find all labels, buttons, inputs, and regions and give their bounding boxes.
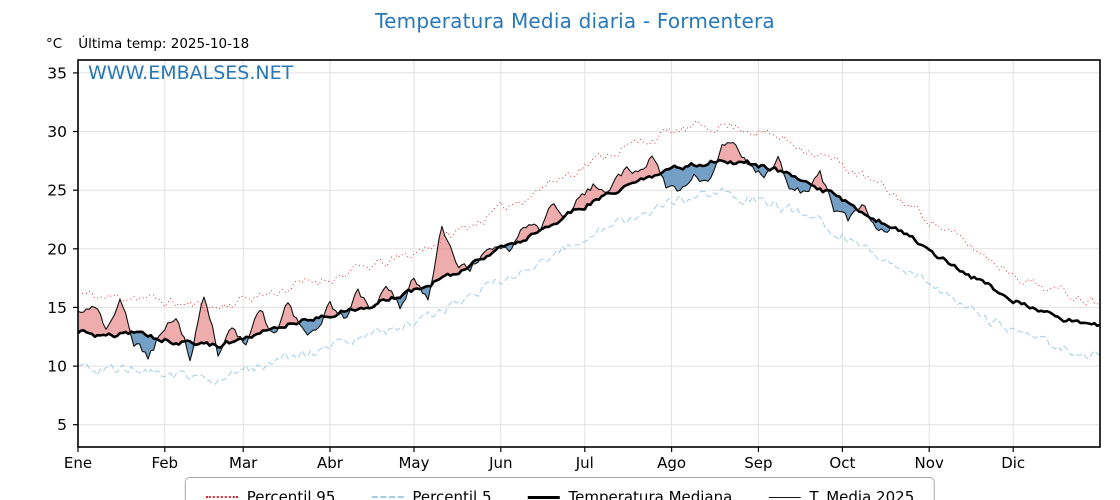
series-line-3 — [77, 158, 1101, 349]
svg-text:Dic: Dic — [1001, 454, 1025, 472]
svg-text:25: 25 — [47, 182, 67, 200]
series-lines — [77, 120, 1101, 385]
axis-labels: 5 10 15 20 25 30 35 Ene Feb Mar Abr May Jun Jul Ago Sep… — [47, 64, 1025, 472]
svg-text:20: 20 — [47, 240, 67, 258]
watermark: WWW.EMBALSES.NET — [88, 62, 294, 84]
svg-text:Jun: Jun — [488, 454, 512, 472]
svg-text:Ene: Ene — [64, 454, 92, 472]
fill-areas — [78, 142, 890, 361]
legend-item-mediana: Temperatura Mediana — [527, 488, 732, 500]
svg-text:Oct: Oct — [829, 454, 855, 472]
last-temp-label: Última temp: 2025-10-18 — [78, 36, 250, 52]
svg-text:Abr: Abr — [317, 454, 344, 472]
y-axis-unit-label: °C — [46, 36, 63, 52]
series-line-2 — [77, 187, 1101, 385]
percentil-5-line-sample — [371, 496, 404, 498]
svg-text:Feb: Feb — [152, 454, 179, 472]
chart-title: Temperatura Media diaria - Formentera — [375, 9, 775, 33]
legend-item-t-media-2025: T. Media 2025 — [768, 488, 914, 500]
svg-text:10: 10 — [47, 358, 67, 376]
legend-item-percentil-95: Percentil 95 — [205, 488, 336, 500]
svg-text:Jul: Jul — [575, 454, 594, 472]
svg-text:5: 5 — [57, 416, 67, 434]
legend-label-t-media-2025: T. Media 2025 — [809, 488, 915, 500]
svg-text:30: 30 — [47, 123, 67, 141]
svg-text:May: May — [398, 454, 429, 472]
svg-text:Nov: Nov — [915, 454, 944, 472]
legend-label-percentil-5: Percentil 5 — [412, 488, 492, 500]
svg-text:Sep: Sep — [744, 454, 772, 472]
legend-label-percentil-95: Percentil 95 — [246, 488, 336, 500]
mediana-line-sample — [527, 495, 560, 499]
svg-text:Mar: Mar — [229, 454, 258, 472]
percentil-95-line-sample — [205, 496, 238, 498]
series-line-4 — [77, 141, 891, 362]
chart-subheader: °C Última temp: 2025-10-18 — [46, 36, 249, 52]
grid-lines — [78, 60, 1100, 447]
series-line-1 — [77, 120, 1101, 313]
legend-item-percentil-5: Percentil 5 — [371, 488, 491, 500]
svg-text:Ago: Ago — [657, 454, 686, 472]
fill-above-median — [78, 142, 890, 348]
svg-text:35: 35 — [47, 64, 67, 82]
legend-label-mediana: Temperatura Mediana — [568, 488, 733, 500]
t-media-2025-line-sample — [768, 496, 801, 498]
svg-text:15: 15 — [47, 299, 67, 317]
chart-legend: Percentil 95 Percentil 5 Temperatura Med… — [184, 477, 936, 500]
plot-frame — [77, 59, 1101, 448]
